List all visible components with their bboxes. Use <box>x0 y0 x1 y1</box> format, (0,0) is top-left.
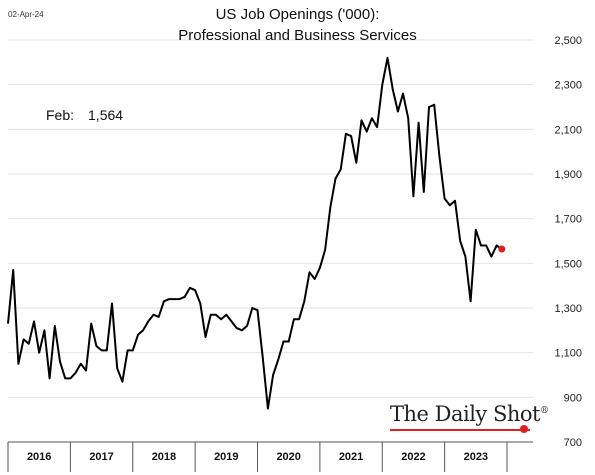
latest-value-annotation: Feb: 1,564 <box>46 107 123 123</box>
annotation-value: 1,564 <box>88 107 124 123</box>
y-tick-label-900: 900 <box>564 392 582 404</box>
latest-point-marker <box>498 245 506 253</box>
x-tick-label-2023: 2023 <box>464 451 488 463</box>
date-label: 02-Apr-24 <box>8 10 44 19</box>
y-tick-label-1500: 1,500 <box>554 258 582 270</box>
y-tick-label-1700: 1,700 <box>554 214 582 226</box>
chart-title-line-2: Professional and Business Services <box>178 27 417 44</box>
series-layer <box>7 56 506 410</box>
x-tick-label-2021: 2021 <box>339 451 363 463</box>
brand-underline-dot <box>520 425 528 433</box>
chart-title-line-1: US Job Openings ('000): <box>215 6 380 23</box>
y-tick-label-700: 700 <box>564 437 582 449</box>
y-tick-label-2100: 2,100 <box>554 124 582 136</box>
y-tick-label-1100: 1,100 <box>554 348 582 360</box>
brand-underline <box>390 425 530 433</box>
x-tick-label-2016: 2016 <box>27 451 51 463</box>
series-line <box>7 56 503 410</box>
chart-title: US Job Openings ('000): Professional and… <box>0 4 595 46</box>
y-tick-label-1900: 1,900 <box>554 169 582 181</box>
gridlines <box>8 39 533 398</box>
x-tick-label-2019: 2019 <box>214 451 238 463</box>
x-axis: 2016 2017 2018 2019 2020 2021 2022 2023 <box>7 441 533 472</box>
brand-logo: The Daily Shot® <box>390 402 549 426</box>
y-tick-label-2500: 2,500 <box>554 35 582 47</box>
annotation-label: Feb: <box>46 107 75 123</box>
y-axis-tick-labels: 700 900 1,100 1,300 1,500 1,700 1,900 2,100 2,30… <box>554 35 582 449</box>
x-tick-label-2017: 2017 <box>89 451 113 463</box>
y-tick-label-2300: 2,300 <box>554 80 582 92</box>
x-tick-label-2022: 2022 <box>401 451 425 463</box>
brand-registered-mark: ® <box>539 406 549 416</box>
brand-name: The Daily Shot <box>390 402 540 426</box>
x-tick-label-2018: 2018 <box>152 451 176 463</box>
y-tick-label-1300: 1,300 <box>554 303 582 315</box>
x-tick-label-2020: 2020 <box>276 451 300 463</box>
